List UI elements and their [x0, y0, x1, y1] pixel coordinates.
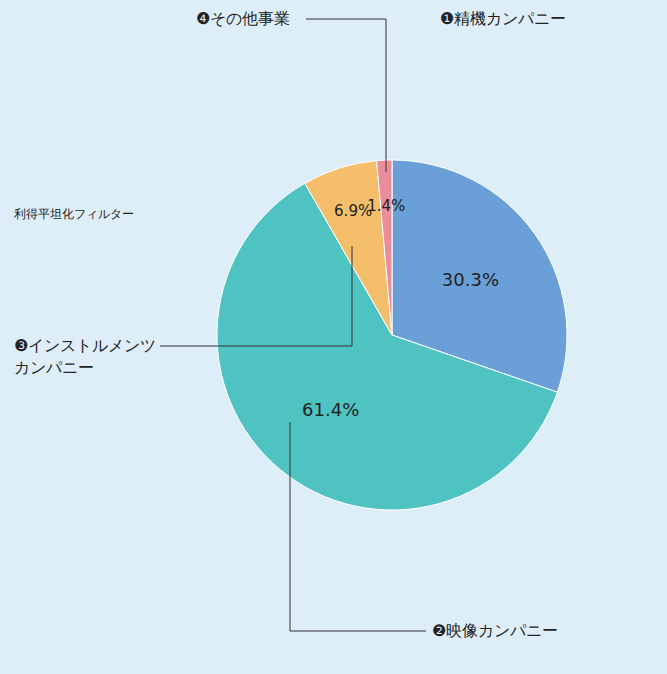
html-text:❷映像カンパニー: ❷映像カンパニー — [432, 621, 559, 640]
svg-text:30.3%: 30.3% — [442, 269, 499, 290]
svg-text:6.9%: 6.9% — [334, 202, 373, 221]
html-text:❸インストルメンツカンパニー: ❸インストルメンツカンパニー — [14, 336, 157, 377]
html-text:利得平坦化フィルター: 利得平坦化フィルター — [14, 207, 134, 221]
svg-text:61.4%: 61.4% — [302, 399, 359, 420]
html-text:❹その他事業: ❹その他事業 — [196, 9, 291, 28]
svg-text:1.4%: 1.4% — [367, 197, 405, 215]
html-text:❶精機カンパニー: ❶精機カンパニー — [440, 9, 567, 28]
